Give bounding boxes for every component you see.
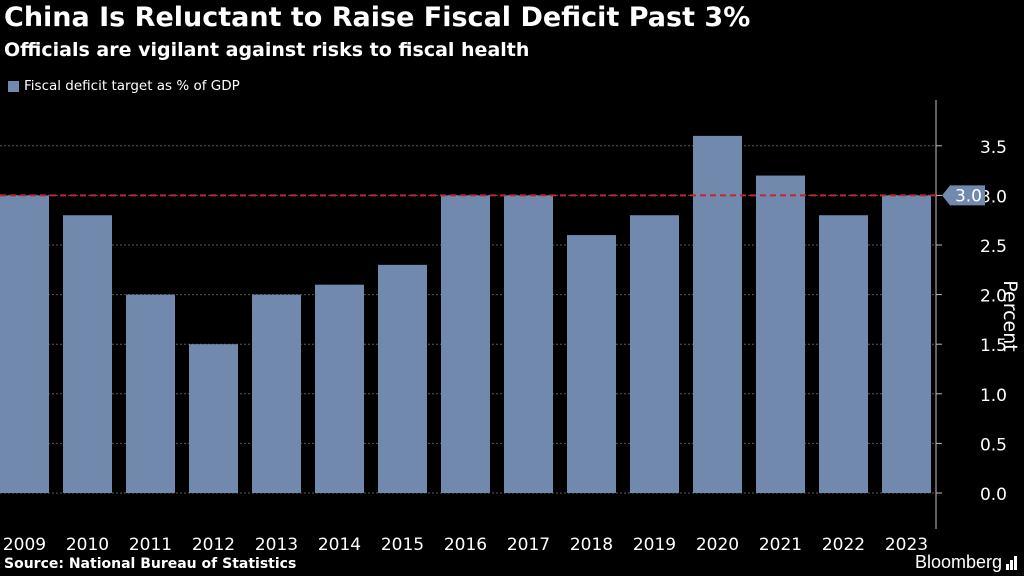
x-tick-label: 2017: [507, 535, 550, 555]
bar-2020: [693, 136, 742, 493]
y-tick-label: 0.5: [980, 435, 1007, 455]
y-tick-label: 1.0: [980, 386, 1007, 406]
x-tick-label: 2010: [66, 535, 109, 555]
bar-2014: [315, 285, 364, 493]
bar-2011: [126, 295, 175, 493]
x-tick-label: 2020: [696, 535, 739, 555]
bar-2018: [567, 235, 616, 493]
x-tick-label: 2019: [633, 535, 676, 555]
x-tick-label: 2018: [570, 535, 613, 555]
x-tick-label: 2011: [129, 535, 172, 555]
x-tick-label: 2009: [3, 535, 46, 555]
bar-2015: [378, 265, 427, 493]
bar-2013: [252, 295, 301, 493]
x-tick-label: 2013: [255, 535, 298, 555]
y-tick-label: 0.0: [980, 485, 1007, 505]
source-note: Source: National Bureau of Statistics: [4, 556, 296, 572]
brand-name: Bloomberg: [915, 552, 1002, 573]
bar-2016: [441, 195, 490, 493]
bar-chart-icon: [1006, 556, 1018, 570]
bar-2023: [882, 195, 931, 493]
y-tick-label: 3.5: [980, 138, 1007, 158]
bar-2009: [0, 195, 49, 493]
x-tick-label: 2022: [822, 535, 865, 555]
bar-chart: 0.00.51.01.52.02.53.03.52009 2010 2011 2012…: [0, 0, 1024, 576]
bar-2010: [63, 215, 112, 493]
bar-2012: [189, 344, 238, 493]
bloomberg-logo: Bloomberg: [915, 552, 1018, 573]
bar-2021: [756, 176, 805, 493]
x-tick-label: 2021: [759, 535, 802, 555]
x-tick-label: 2016: [444, 535, 487, 555]
y-tick-label: 2.5: [980, 237, 1007, 257]
bar-2017: [504, 195, 553, 493]
reference-label: 3.0: [955, 186, 982, 206]
x-tick-label: 2014: [318, 535, 361, 555]
bar-2022: [819, 215, 868, 493]
x-tick-label: 2015: [381, 535, 424, 555]
x-tick-label: 2012: [192, 535, 235, 555]
y-axis-label: Percent: [999, 280, 1021, 352]
bar-2019: [630, 215, 679, 493]
